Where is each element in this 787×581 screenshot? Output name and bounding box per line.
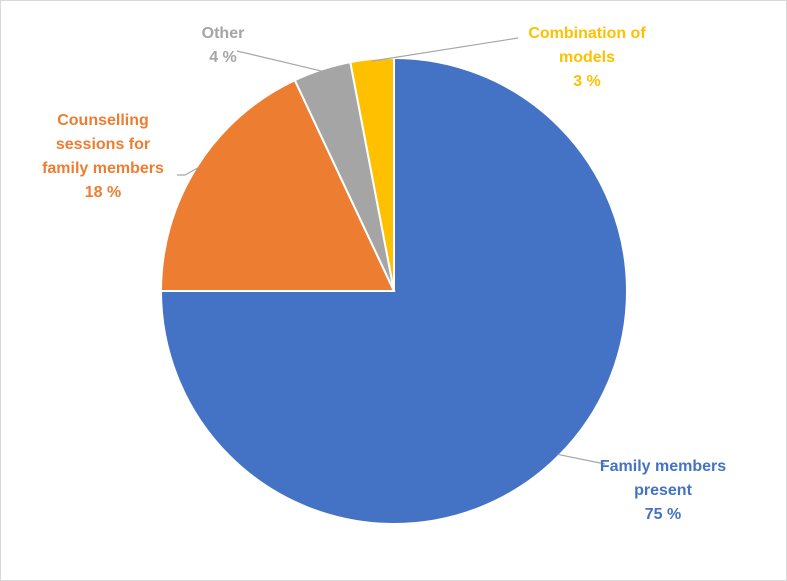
value-label: 4 % xyxy=(209,49,237,66)
pie-slice-counselling-sessions xyxy=(159,78,396,292)
category-label: sessions for xyxy=(56,136,150,153)
category-label: models xyxy=(559,49,615,66)
leader-line-counselling-sessions xyxy=(177,166,200,176)
leader-line-family-members-present xyxy=(557,453,606,465)
category-label: family members xyxy=(42,160,164,177)
value-label: 75 % xyxy=(645,506,681,523)
category-label: Counselling xyxy=(57,112,149,129)
category-label: present xyxy=(634,482,692,499)
category-label: Combination of xyxy=(528,25,646,42)
data-label-counselling-sessions: Counselling sessions for family members 18 … xyxy=(42,112,164,201)
data-label-combination-of-models: Combination of models 3 % xyxy=(528,25,646,90)
category-label: Family members xyxy=(600,458,726,475)
value-label: 18 % xyxy=(85,184,121,201)
data-label-family-members-present: Family members present 75 % xyxy=(600,458,726,523)
leader-line-other xyxy=(236,50,323,72)
category-label: Other xyxy=(202,25,245,42)
data-label-other: Other 4 % xyxy=(202,25,245,66)
value-label: 3 % xyxy=(573,73,601,90)
leader-line-combination-of-models xyxy=(372,37,519,62)
